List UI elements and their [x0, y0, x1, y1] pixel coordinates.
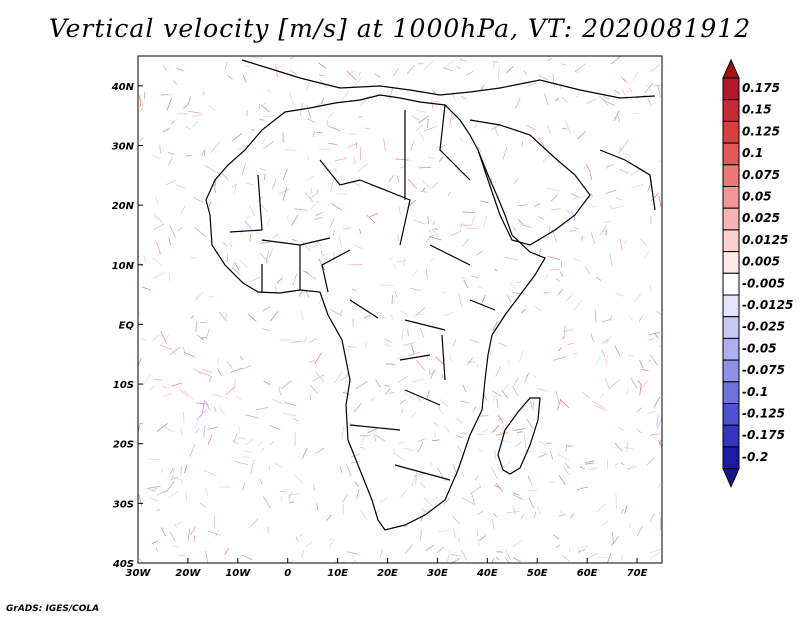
- lat-tick-label: 40N: [111, 82, 135, 93]
- colorbar-swatch: [722, 294, 740, 318]
- lat-tick-label: 20N: [112, 201, 135, 212]
- colorbar-label: 0.075: [742, 168, 780, 182]
- plot-frame: [137, 55, 663, 564]
- lat-tick-label: 10S: [113, 380, 134, 391]
- colorbar-swatch: [722, 251, 740, 274]
- lon-tick-label: 50E: [527, 568, 548, 579]
- lon-tick-label: 0: [284, 568, 291, 579]
- colorbar-top-arrow: [722, 58, 740, 79]
- colorbar-label: 0.005: [742, 255, 780, 269]
- colorbar-swatch: [722, 164, 740, 188]
- lon-tick-label: 10E: [327, 568, 348, 579]
- colorbar-label: -0.125: [742, 407, 785, 421]
- colorbar-swatch: [722, 120, 740, 144]
- ocean-background: [138, 56, 662, 563]
- colorbar-label: -0.0125: [742, 298, 793, 312]
- colorbar-swatch: [722, 337, 740, 361]
- colorbar-bottom-arrow: [722, 468, 740, 488]
- lat-tick-label: 40S: [112, 559, 134, 570]
- lon-tick-label: 20E: [377, 568, 398, 579]
- lon-tick-label: 30E: [427, 568, 448, 579]
- colorbar-label: -0.175: [742, 428, 785, 442]
- colorbar-label: 0.15: [742, 103, 772, 117]
- colorbar-swatch: [722, 424, 740, 448]
- colorbar-label: 0.0125: [742, 233, 788, 247]
- colorbar-label: 0.05: [742, 190, 772, 204]
- colorbar-swatch: [722, 381, 740, 404]
- colorbar-swatch: [722, 403, 740, 426]
- lat-tick-label: 20S: [113, 440, 134, 451]
- colorbar-label: -0.2: [742, 450, 768, 464]
- map-title: Vertical velocity [m/s] at 1000hPa, VT: …: [48, 14, 752, 43]
- colorbar-swatch: [722, 316, 740, 339]
- colorbar-swatch: [722, 359, 740, 383]
- colorbar-swatch: [722, 446, 740, 470]
- colorbar-label: -0.025: [742, 320, 785, 334]
- colorbar-label: -0.1: [742, 385, 768, 399]
- colorbar-swatch: [722, 142, 740, 166]
- colorbar-swatch: [722, 229, 740, 253]
- lon-tick-label: 20W: [175, 568, 201, 579]
- grads-credit: GrADS: IGES/COLA: [6, 604, 100, 614]
- colorbar-label: -0.005: [742, 276, 785, 290]
- lon-tick-label: 30W: [126, 568, 152, 579]
- colorbar-swatch: [722, 186, 740, 209]
- latitude-axis: 40N 30N 20N 10N EQ 10S 20S 30S 40S: [111, 82, 143, 570]
- colorbar-label: -0.075: [742, 363, 785, 377]
- colorbar-swatch: [722, 99, 740, 122]
- longitude-axis: 30W 20W 10W 0 10E 20E 30E 40E 50E 60E 70E: [126, 558, 648, 579]
- colorbar-swatch: [722, 77, 740, 101]
- lat-tick-label: 30N: [112, 141, 135, 152]
- colorbar-swatch: [722, 207, 740, 231]
- colorbar-label: 0.175: [742, 81, 780, 95]
- lon-tick-label: 10W: [225, 568, 251, 579]
- colorbar-label: -0.05: [742, 341, 777, 355]
- lon-tick-label: 40E: [476, 568, 498, 579]
- lat-tick-label: 30S: [113, 499, 134, 510]
- coastlines: [205, 59, 656, 531]
- colorbar-label: 0.125: [742, 124, 780, 138]
- colorbar-swatch: [722, 272, 740, 296]
- colorbar: 0.175 0.15 0.125 0.1 0.075 0.05 0.025 0.0125 0.0…: [722, 58, 793, 488]
- lat-tick-label: 10N: [112, 261, 135, 272]
- colorbar-label: 0.025: [742, 211, 780, 225]
- lon-tick-label: 60E: [577, 568, 598, 579]
- colorbar-label: 0.1: [742, 146, 763, 160]
- lon-tick-label: 70E: [627, 568, 648, 579]
- lat-tick-label: EQ: [119, 320, 135, 331]
